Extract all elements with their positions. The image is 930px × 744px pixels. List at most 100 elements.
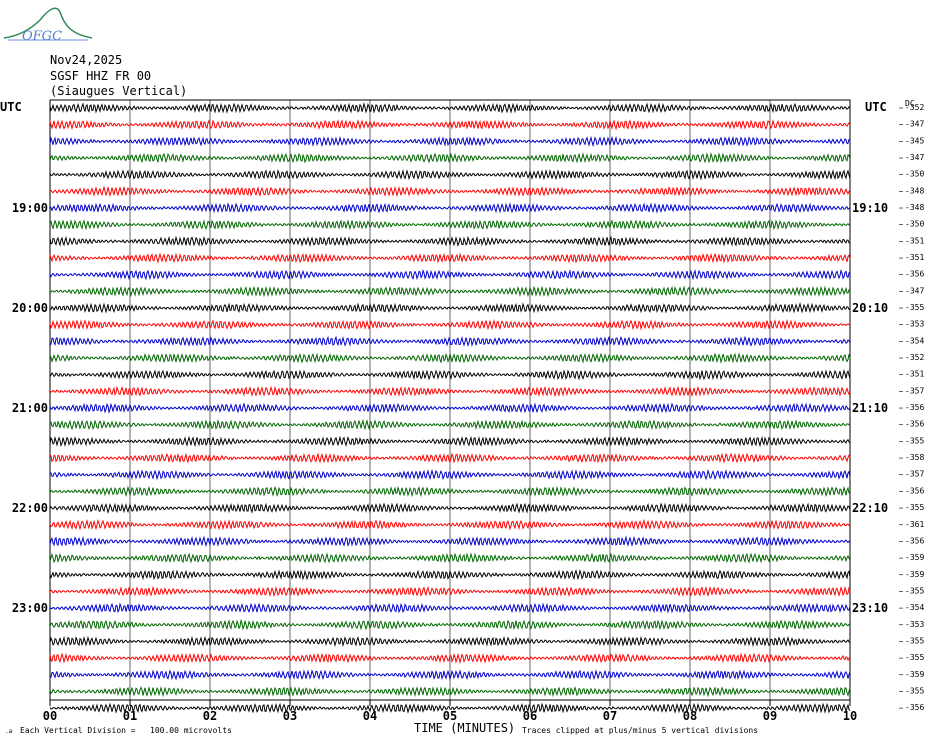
dc-offset-label: -358 [905, 453, 924, 462]
dc-offset-label: -355 [905, 586, 924, 595]
dc-offset-label: -347 [905, 286, 924, 295]
left-hour-label: 20:00 [12, 301, 48, 315]
dc-offset-label: -359 [905, 570, 924, 579]
trace-line [49, 518, 851, 531]
dc-offset-label: -351 [905, 236, 924, 245]
dc-offset-label: -354 [905, 603, 924, 612]
x-tick-label: 07 [603, 709, 617, 723]
dc-offset-label: -356 [905, 486, 924, 495]
right-hour-label: 19:10 [852, 201, 888, 215]
trace-line [49, 102, 851, 114]
dc-offset-label: -356 [905, 703, 924, 712]
trace-line [49, 285, 851, 298]
dc-offset-label: -357 [905, 386, 924, 395]
right-hour-label: 20:10 [852, 301, 888, 315]
trace-line [49, 268, 851, 281]
scale-value: 100.00 microvolts [150, 726, 232, 735]
x-tick-label: 04 [363, 709, 377, 723]
trace-line [49, 502, 851, 514]
right-axis-label: UTC [865, 100, 887, 114]
left-hour-label: 19:00 [12, 201, 48, 215]
trace-line [49, 618, 851, 631]
trace-line [49, 352, 851, 364]
left-axis-label: UTC [0, 100, 22, 114]
trace-line [49, 552, 851, 564]
clip-note: Traces clipped at plus/minus 5 vertical … [522, 726, 758, 735]
dc-offset-label: -356 [905, 420, 924, 429]
dc-offset-label: -350 [905, 170, 924, 179]
header-channel: SGSF HHZ FR 00 [50, 69, 151, 83]
trace-line [49, 669, 851, 681]
trace-line [49, 535, 851, 548]
dc-offset-label: -355 [905, 303, 924, 312]
dc-offset-label: -361 [905, 520, 924, 529]
dc-offset-label: -348 [905, 203, 924, 212]
header-date: Nov24,2025 [50, 53, 122, 67]
trace-line [49, 252, 851, 264]
left-hour-label: 21:00 [12, 401, 48, 415]
dc-offset-label: -347 [905, 153, 924, 162]
dc-offset-label: -355 [905, 686, 924, 695]
trace-line [49, 485, 851, 498]
dc-offset-label: -350 [905, 220, 924, 229]
x-tick-label: 01 [123, 709, 137, 723]
trace-line [49, 435, 851, 448]
left-hour-label: 22:00 [12, 501, 48, 515]
trace-line [49, 335, 851, 347]
plot-frame [49, 99, 851, 701]
trace-line [49, 235, 851, 248]
dc-offset-label: -356 [905, 536, 924, 545]
dc-offset-label: -348 [905, 186, 924, 195]
trace-line [49, 168, 851, 181]
trace-line [49, 569, 851, 581]
left-hour-label: 23:00 [12, 601, 48, 615]
trace-line [49, 369, 851, 381]
x-tick-label: 02 [203, 709, 217, 723]
scale-marker: .a [5, 728, 13, 735]
dc-offset-label: -354 [905, 336, 924, 345]
dc-offset-label: -352 [905, 353, 924, 362]
trace-line [49, 302, 851, 314]
trace-line [49, 151, 851, 164]
trace-line [49, 418, 851, 431]
right-hour-label: 22:10 [852, 501, 888, 515]
trace-line [49, 185, 851, 198]
trace-line [49, 452, 851, 464]
trace-line [49, 702, 851, 714]
trace-line [49, 652, 851, 665]
dc-offset-label: -355 [905, 436, 924, 445]
x-tick-label: 00 [43, 709, 57, 723]
right-hour-label: 21:10 [852, 401, 888, 415]
dc-offset-label: -355 [905, 653, 924, 662]
logo-text: OFGC [22, 29, 62, 44]
dc-offset-label: -356 [905, 270, 924, 279]
dc-offset-label: -359 [905, 553, 924, 562]
trace-line [49, 635, 851, 648]
dc-offset-label: -357 [905, 470, 924, 479]
x-tick-label: 06 [523, 709, 537, 723]
x-tick-label: 08 [683, 709, 697, 723]
trace-line [49, 686, 851, 698]
dc-offset-label: -345 [905, 136, 924, 145]
x-tick-label: 09 [763, 709, 777, 723]
dc-offset-label: -355 [905, 503, 924, 512]
trace-line [49, 402, 851, 415]
trace-line [49, 585, 851, 598]
trace-line [49, 468, 851, 481]
dc-offset-label: -359 [905, 670, 924, 679]
dc-label: DC [905, 99, 915, 108]
dc-offset-label: -351 [905, 370, 924, 379]
x-tick-label: 10 [843, 709, 857, 723]
scale-prefix: Each Vertical Division = [20, 726, 136, 735]
dc-offset-label: -351 [905, 253, 924, 262]
trace-line [49, 135, 851, 148]
x-tick-label: 03 [283, 709, 297, 723]
trace-line [49, 602, 851, 614]
trace-line [49, 202, 851, 214]
x-axis-title: TIME (MINUTES) [414, 721, 515, 735]
dc-offset-label: -356 [905, 403, 924, 412]
header-station-name: (Siaugues Vertical) [50, 84, 187, 98]
x-tick-label: 05 [443, 709, 457, 723]
axis-labels: -352 -347 -345 -347 -350 -348 -348 -350 -351 -351… [12, 103, 925, 723]
